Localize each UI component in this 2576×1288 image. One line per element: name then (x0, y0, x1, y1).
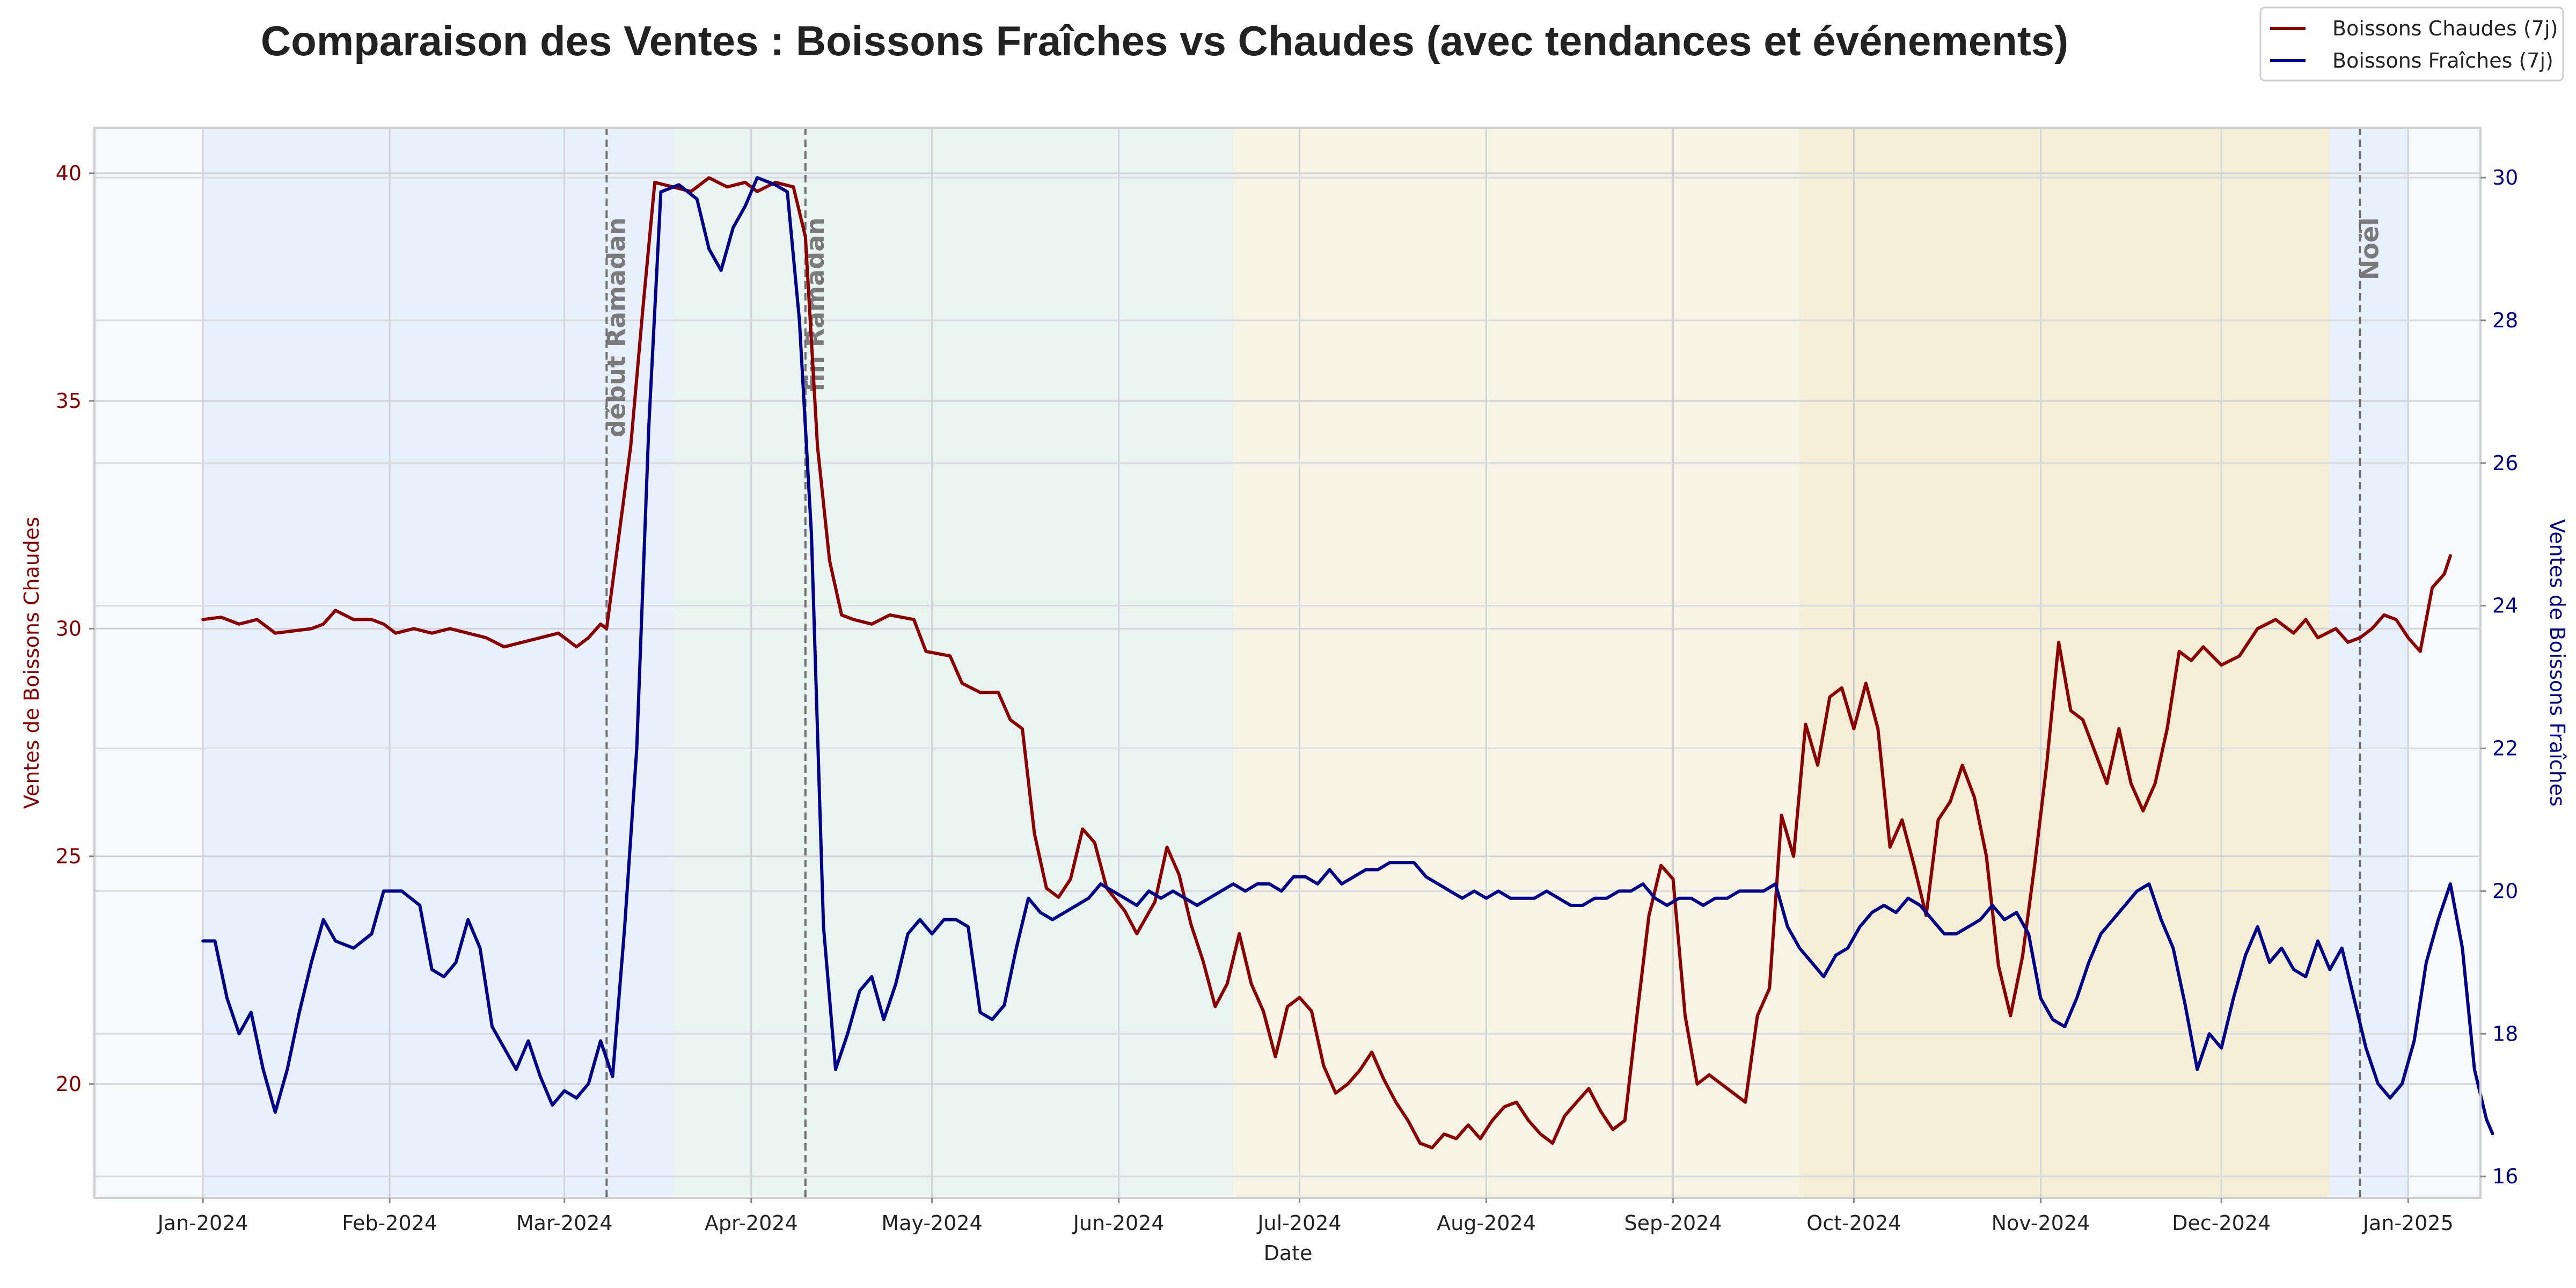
chart-title: Comparaison des Ventes : Boissons Fraîch… (261, 17, 2068, 64)
x-tick-label: Aug-2024 (1437, 1211, 1536, 1235)
axis-ticks: Jan-2024 Feb-2024 Mar-2024 Apr-2024 May-2024… (56, 162, 2519, 1235)
season-band-0 (203, 128, 673, 1198)
y-left-tick-label: 40 (56, 162, 82, 185)
y-right-tick-label: 20 (2492, 879, 2518, 903)
y-axis-left-label: Ventes de Boissons Chaudes (20, 517, 43, 809)
y-left-tick-label: 35 (56, 389, 82, 413)
y-right-tick-label: 24 (2492, 594, 2518, 618)
y-axis-right-label: Ventes de Boissons Fraîches (2545, 519, 2569, 807)
grid-lines (94, 128, 2480, 1198)
x-tick-label: Jul-2024 (1256, 1211, 1341, 1235)
x-tick-label: Oct-2024 (1806, 1211, 1901, 1235)
x-tick-label: Mar-2024 (516, 1211, 613, 1235)
x-tick-label: Nov-2024 (1992, 1211, 2090, 1235)
plot-area-frame (93, 127, 2482, 1199)
y-right-tick-label: 28 (2492, 309, 2518, 332)
series-line-boissons-fraiches (201, 176, 2494, 1136)
x-tick-label: Jan-2024 (157, 1211, 248, 1235)
x-tick-label: Jan-2025 (2362, 1211, 2454, 1235)
y-left-tick-label: 20 (56, 1072, 82, 1096)
event-label-2: Noël (2355, 217, 2384, 280)
series-lines (201, 176, 2494, 1150)
season-bands (203, 128, 2409, 1198)
legend-label-chaudes: Boissons Chaudes (7j) (2332, 17, 2558, 40)
event-label-0: début Ramadan (602, 217, 631, 437)
x-tick-label: Jun-2024 (1072, 1211, 1165, 1235)
legend-label-fraiches: Boissons Fraîches (7j) (2332, 49, 2553, 72)
x-axis-label: Date (1264, 1241, 1313, 1265)
x-tick-label: Dec-2024 (2172, 1211, 2271, 1235)
x-tick-label: Sep-2024 (1624, 1211, 1722, 1235)
series-line-boissons-chaudes (201, 176, 2452, 1150)
season-band-2 (1233, 128, 1800, 1198)
x-tick-label: Apr-2024 (705, 1211, 798, 1235)
x-tick-label: May-2024 (881, 1211, 982, 1235)
legend: Boissons Chaudes (7j) Boissons Fraîches … (2259, 6, 2564, 82)
season-band-3 (1799, 128, 2330, 1198)
event-markers: début Ramadan fin Ramadan Noël (602, 128, 2384, 1198)
y-left-tick-label: 25 (56, 845, 82, 868)
y-right-tick-label: 18 (2492, 1022, 2518, 1045)
legend-box (2259, 6, 2564, 82)
y-right-tick-label: 30 (2492, 166, 2518, 189)
x-tick-label: Feb-2024 (342, 1211, 437, 1235)
season-band-4 (2330, 128, 2409, 1198)
y-left-tick-label: 30 (56, 617, 82, 640)
y-right-tick-label: 22 (2492, 737, 2518, 760)
y-right-tick-label: 16 (2492, 1165, 2518, 1188)
y-right-tick-label: 26 (2492, 451, 2518, 475)
